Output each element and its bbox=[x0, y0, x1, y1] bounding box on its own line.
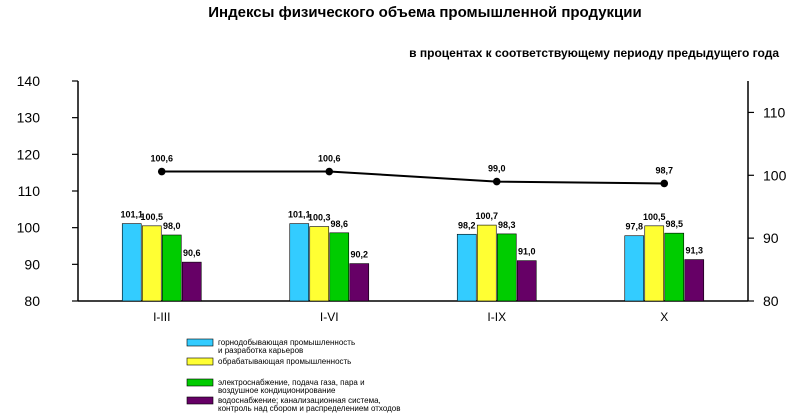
bar-data-label: 91,3 bbox=[685, 246, 703, 256]
right-tick-label: 110 bbox=[763, 104, 786, 120]
bar-data-label: 98,0 bbox=[163, 221, 181, 231]
right-tick-label: 80 bbox=[763, 293, 779, 309]
legend-label: электроснабжение, подача газа, пара и bbox=[218, 378, 365, 387]
category-label: I-IX bbox=[487, 310, 506, 324]
bar bbox=[624, 235, 645, 302]
line-data-label: 100,6 bbox=[150, 154, 173, 164]
bar-data-label: 100,7 bbox=[475, 211, 498, 221]
bar-data-label: 91,0 bbox=[518, 247, 536, 257]
legend-label: воздушное кондиционирование bbox=[218, 386, 336, 395]
bar-data-label: 100,5 bbox=[643, 212, 666, 222]
bar bbox=[684, 259, 705, 302]
line-data-label: 100,6 bbox=[318, 154, 341, 164]
category-labels: I-III I-VI I-IX X bbox=[153, 310, 668, 324]
bar bbox=[516, 260, 537, 302]
bar-data-label: 90,2 bbox=[350, 250, 368, 260]
left-tick-label: 90 bbox=[24, 256, 40, 272]
bar bbox=[309, 226, 330, 302]
left-tick-label: 120 bbox=[17, 146, 41, 162]
bar bbox=[141, 225, 162, 302]
left-tick-label: 100 bbox=[17, 220, 41, 236]
category-label: I-III bbox=[153, 310, 170, 324]
legend-swatch bbox=[186, 357, 214, 366]
bar-data-label: 100,5 bbox=[140, 212, 163, 222]
line-data-label: 99,0 bbox=[488, 164, 506, 174]
legend-label: горнодобывающая промышленность bbox=[218, 338, 355, 347]
bar-data-label: 101,1 bbox=[120, 210, 143, 220]
bar bbox=[476, 224, 497, 302]
bar bbox=[181, 261, 202, 302]
bar bbox=[329, 232, 350, 302]
legend-label: контроль над сбором и распределением отх… bbox=[218, 404, 400, 413]
chart-subtitle: в процентах к соответствующему периоду п… bbox=[409, 46, 779, 60]
line-point bbox=[157, 167, 166, 176]
chart-title: Индексы физического объема промышленной … bbox=[208, 4, 641, 21]
left-axis: 80 90 100 110 120 130 140 bbox=[17, 73, 748, 309]
bar bbox=[121, 223, 142, 302]
category-label: I-VI bbox=[320, 310, 339, 324]
bar-data-label: 97,8 bbox=[625, 222, 643, 232]
line-data-label: 98,7 bbox=[655, 165, 673, 175]
bar-data-label: 100,3 bbox=[308, 213, 331, 223]
bar-data-label: 101,1 bbox=[288, 210, 311, 220]
legend-swatch bbox=[186, 396, 214, 405]
left-tick-label: 130 bbox=[17, 110, 41, 126]
right-axis: 80 90 100 110 bbox=[747, 81, 787, 309]
legend-label: и разработка карьеров bbox=[218, 346, 303, 355]
line-point bbox=[660, 179, 669, 188]
bar-data-label: 90,6 bbox=[183, 248, 201, 258]
right-tick-label: 90 bbox=[763, 230, 779, 246]
bar bbox=[456, 233, 477, 302]
bar bbox=[161, 234, 182, 302]
bar bbox=[496, 233, 517, 302]
left-tick-label: 110 bbox=[18, 183, 41, 199]
line-series: 100,6 100,6 99,0 98,7 bbox=[150, 154, 673, 188]
legend-swatch bbox=[186, 378, 214, 387]
line-point bbox=[492, 177, 501, 186]
bar-data-label: 98,2 bbox=[458, 220, 476, 230]
left-tick-label: 80 bbox=[24, 293, 40, 309]
bar-data-label: 98,5 bbox=[665, 219, 683, 229]
bar-data-label: 98,6 bbox=[330, 219, 348, 229]
legend-label: водоснабжение; канализационная система, bbox=[218, 396, 381, 405]
bar bbox=[664, 232, 685, 302]
line-series-path bbox=[161, 170, 665, 185]
right-tick-label: 100 bbox=[763, 167, 787, 183]
bar-data-label: 98,3 bbox=[498, 220, 516, 230]
bar bbox=[644, 225, 665, 302]
left-tick-label: 140 bbox=[17, 73, 41, 89]
legend-label: обрабатывающая промышленность bbox=[218, 357, 351, 366]
bar bbox=[349, 263, 370, 302]
category-label: X bbox=[660, 310, 668, 324]
line-point bbox=[325, 167, 334, 176]
bar bbox=[289, 223, 310, 302]
legend-swatch bbox=[186, 338, 214, 347]
